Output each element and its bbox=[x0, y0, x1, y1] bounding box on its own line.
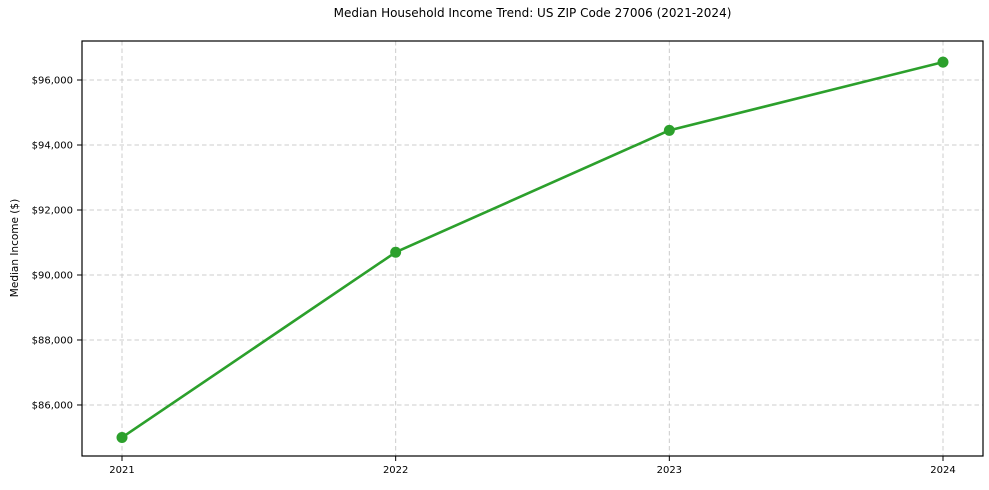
x-tick-label: 2021 bbox=[109, 465, 134, 476]
data-point-2022 bbox=[390, 246, 402, 258]
x-tick-label: 2022 bbox=[383, 465, 408, 476]
y-tick-label: $90,000 bbox=[32, 270, 73, 281]
y-tick-label: $92,000 bbox=[32, 205, 73, 216]
trend-line bbox=[120, 60, 945, 439]
plot-border bbox=[81, 40, 984, 457]
x-tick-label: 2024 bbox=[930, 465, 955, 476]
chart-title: Median Household Income Trend: US ZIP Co… bbox=[333, 6, 732, 20]
y-tick-label: $94,000 bbox=[32, 140, 73, 151]
data-point-2023 bbox=[663, 124, 675, 136]
y-tick-label: $88,000 bbox=[32, 335, 73, 346]
y-tick-label: $86,000 bbox=[32, 400, 73, 411]
y-axis-label: Median Income ($) bbox=[9, 198, 21, 298]
x-tick-label: 2023 bbox=[657, 465, 682, 476]
y-tick-label: $96,000 bbox=[32, 75, 73, 86]
data-point-2024 bbox=[937, 56, 949, 68]
data-point-2021 bbox=[116, 431, 128, 443]
